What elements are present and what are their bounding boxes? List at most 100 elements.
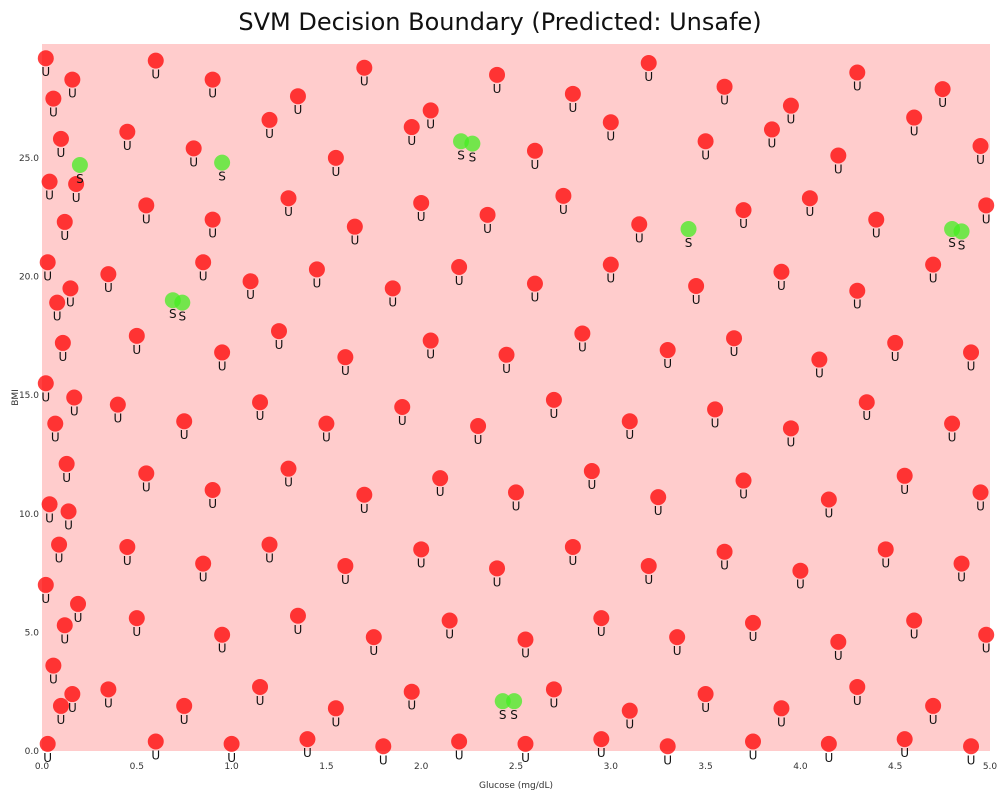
unsafe-point-label: U <box>294 623 303 637</box>
unsafe-point-label: U <box>853 79 862 93</box>
unsafe-point-label: U <box>568 101 577 115</box>
unsafe-point-label: U <box>673 644 682 658</box>
unsafe-point-label: U <box>493 575 502 589</box>
unsafe-point <box>517 631 534 648</box>
unsafe-point-label: U <box>853 694 862 708</box>
unsafe-point-label: U <box>360 502 369 516</box>
unsafe-point <box>356 486 373 503</box>
unsafe-point-label: U <box>322 431 331 445</box>
safe-point-label: S <box>76 172 84 186</box>
unsafe-point-label: U <box>853 298 862 312</box>
unsafe-point-label: U <box>834 163 843 177</box>
safe-point <box>506 693 523 710</box>
unsafe-point <box>868 211 885 228</box>
unsafe-dense-point <box>68 175 85 192</box>
unsafe-point-label: U <box>407 134 416 148</box>
unsafe-point-label: U <box>701 701 710 715</box>
unsafe-point <box>185 140 202 157</box>
unsafe-point-label: U <box>284 476 293 490</box>
unsafe-dense-point-label: U <box>74 611 83 625</box>
unsafe-point-label: U <box>777 279 786 293</box>
unsafe-dense-point <box>66 389 83 406</box>
unsafe-point <box>593 731 610 748</box>
unsafe-point <box>697 686 714 703</box>
unsafe-dense-point-label: U <box>51 431 60 445</box>
unsafe-point-label: U <box>550 407 559 421</box>
unsafe-point <box>195 254 212 271</box>
unsafe-dense-point-label: U <box>72 191 81 205</box>
unsafe-point-label: U <box>982 212 991 226</box>
unsafe-point-label: U <box>493 82 502 96</box>
x-tick-label: 1.0 <box>224 762 239 772</box>
unsafe-dense-point <box>41 173 58 190</box>
unsafe-point <box>659 342 676 359</box>
unsafe-point <box>451 733 468 750</box>
unsafe-point <box>204 211 221 228</box>
unsafe-dense-point-label: U <box>49 673 58 687</box>
unsafe-point <box>953 555 970 572</box>
unsafe-point-label: U <box>777 715 786 729</box>
unsafe-point <box>621 702 638 719</box>
unsafe-point-label: U <box>180 428 189 442</box>
unsafe-point <box>489 66 506 83</box>
unsafe-point <box>574 325 591 342</box>
unsafe-point-label: U <box>398 414 407 428</box>
unsafe-point-label: U <box>891 350 900 364</box>
safe-point-label: S <box>958 238 966 252</box>
unsafe-point-label: U <box>824 751 833 765</box>
unsafe-point-label: U <box>805 205 814 219</box>
unsafe-point <box>489 560 506 577</box>
y-tick-label: 0.0 <box>25 747 40 757</box>
safe-point-label: S <box>457 148 465 162</box>
unsafe-point <box>242 273 259 290</box>
unsafe-point-label: U <box>872 227 881 241</box>
unsafe-point <box>394 398 411 415</box>
unsafe-point <box>384 280 401 297</box>
unsafe-point <box>261 536 278 553</box>
unsafe-point <box>356 59 373 76</box>
unsafe-dense-point <box>56 213 73 230</box>
unsafe-point-label: U <box>151 68 160 82</box>
unsafe-point-label: U <box>635 231 644 245</box>
x-tick-label: 2.5 <box>509 762 523 772</box>
unsafe-dense-point-label: U <box>70 405 79 419</box>
unsafe-point <box>669 629 686 646</box>
unsafe-point-label: U <box>787 435 796 449</box>
unsafe-point <box>602 256 619 273</box>
unsafe-point <box>934 81 951 98</box>
unsafe-point-label: U <box>426 348 435 362</box>
unsafe-point <box>887 334 904 351</box>
safe-point <box>71 156 88 173</box>
unsafe-dense-point <box>58 455 75 472</box>
x-tick-label: 5.0 <box>983 762 998 772</box>
safe-point-label: S <box>685 236 693 250</box>
unsafe-point-label: U <box>132 625 141 639</box>
unsafe-point-label: U <box>199 571 208 585</box>
unsafe-point <box>763 121 780 138</box>
unsafe-point-label: U <box>445 628 454 642</box>
unsafe-point <box>223 735 240 752</box>
unsafe-point <box>252 394 269 411</box>
y-tick-label: 10.0 <box>19 510 39 520</box>
unsafe-point-label: U <box>768 136 777 150</box>
unsafe-point-label: U <box>929 713 938 727</box>
unsafe-point-label: U <box>360 75 369 89</box>
unsafe-point <box>280 460 297 477</box>
unsafe-point <box>261 111 278 128</box>
unsafe-point-label: U <box>976 499 985 513</box>
unsafe-dense-point-label: U <box>68 701 77 715</box>
unsafe-point <box>773 700 790 717</box>
y-tick-label: 20.0 <box>19 273 39 283</box>
unsafe-point <box>422 102 439 119</box>
unsafe-point <box>346 218 363 235</box>
unsafe-point <box>849 678 866 695</box>
unsafe-point-label: U <box>151 749 160 763</box>
x-tick-label: 4.5 <box>888 762 902 772</box>
safe-point-label: S <box>948 236 956 250</box>
unsafe-point <box>147 733 164 750</box>
unsafe-point-label: U <box>275 338 284 352</box>
unsafe-dense-point <box>37 375 54 392</box>
unsafe-point-label: U <box>531 158 540 172</box>
unsafe-point <box>782 97 799 114</box>
